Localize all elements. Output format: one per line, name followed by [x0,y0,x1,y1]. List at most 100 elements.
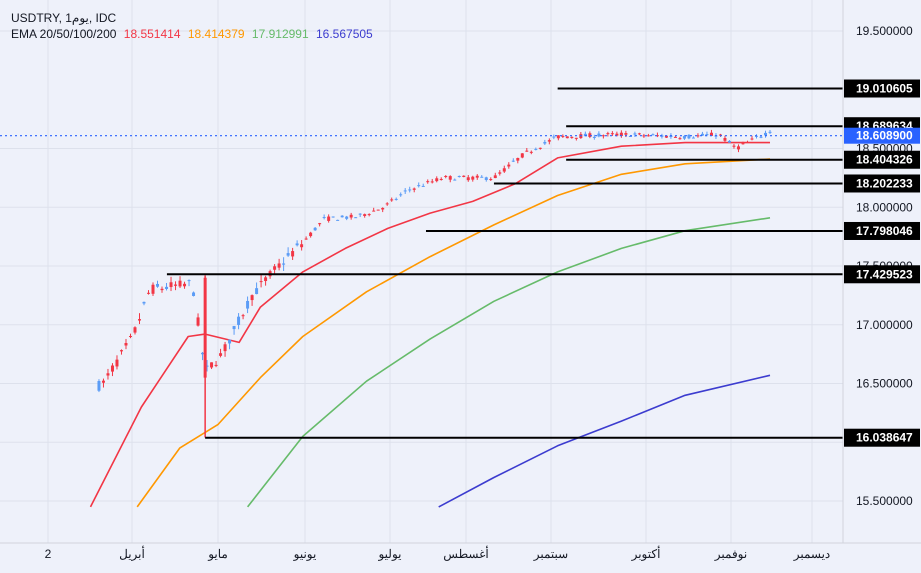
candle-body [264,277,268,282]
candle-body [475,175,479,178]
candle-body [444,176,448,178]
time-axis[interactable] [0,543,921,568]
candle-body [565,136,569,139]
candle-body [606,133,610,135]
candle-body [484,177,488,181]
candle-body [507,164,511,167]
candle-body [750,138,754,140]
candle-body [160,288,164,291]
candle-body [583,133,587,137]
x-axis-ticks: 2 أبريل مايو يونيو يوليو أغسطس سبتمبر أكتوبر نوف… [45,546,831,561]
candle-body [759,136,763,138]
candle-body [727,140,731,143]
level-label-box [844,150,920,169]
candle-body [457,176,461,178]
ema-100-value: 17.912991 [251,27,309,41]
level-label-text: 16.038647 [856,431,913,445]
candle-body [732,145,736,147]
candle-body [219,353,223,356]
x-tick-label: ديسمبر [793,547,831,561]
candle-body [588,133,592,137]
candle-body [687,134,691,139]
candle-body [403,190,407,192]
candle-body [651,134,655,136]
candle-body [570,136,574,138]
candle-body [273,266,277,270]
candle-body [592,136,596,138]
ema-line-ema-20 [89,141,770,508]
candle-body [471,176,475,180]
x-tick-label: أكتوبر [631,546,661,561]
candle-body [426,181,430,183]
candle-body [574,137,578,139]
candle-body [498,172,502,174]
candle-body [633,133,637,135]
level-label-box [844,265,920,284]
candle-body [516,157,520,161]
candle-body [502,168,506,172]
candle-body [106,373,110,376]
ema-line-ema-100 [246,217,771,508]
candle-body [547,140,551,142]
symbol-line[interactable]: USDTRY, 1يوم, IDC [11,11,117,25]
candle-body [372,210,376,212]
candle-body [610,133,614,135]
candle-body [705,134,709,136]
candle-body [642,135,646,137]
level-label-box [844,79,920,98]
candle-body [381,207,385,210]
candle-body [147,292,151,294]
candle-body [101,380,105,383]
candle-body [228,339,232,344]
candle-body [628,135,632,137]
candle-body [124,343,128,346]
candle-body [205,365,209,367]
candle-body [223,344,227,352]
y-tick-label: 18.000000 [856,200,913,214]
candle-body [327,216,331,221]
candle-body [421,185,425,187]
candle-body [646,135,650,137]
candle-body [655,135,659,137]
candle-body [394,198,398,200]
candle-body [178,280,182,287]
level-label-text: 17.429523 [856,267,913,281]
candle-body [110,365,114,372]
ema-label: EMA 20/50/100/200 [11,27,117,41]
candle-body [165,286,169,289]
candle-body [412,188,416,190]
candle-body [543,141,547,144]
ema-20-value: 18.551414 [123,27,181,41]
candle-body [385,203,389,205]
candle-body [624,133,628,135]
candle-body [313,227,317,231]
candle-body [358,213,362,215]
candle-body [97,381,101,391]
candle-body [534,148,538,150]
candle-body [322,217,326,219]
ema-legend-row[interactable]: EMA 20/50/100/200 18.551414 18.414379 17… [11,26,377,42]
candle-body [156,283,160,287]
candle-body [664,135,668,138]
candle-body [696,135,700,137]
candle-body [736,146,740,150]
candle-body [493,175,497,179]
candle-body [480,176,484,178]
candle-body [399,194,403,196]
candle-body [529,151,533,153]
candle-body [187,280,191,282]
candle-body [439,178,443,180]
x-tick-label: أبريل [119,546,145,561]
candle-body [723,138,727,141]
level-label-text: 18.202233 [856,176,913,190]
candle-body [448,176,452,180]
candle-body [745,141,749,143]
candle-body [453,179,457,181]
candle-body [520,153,524,158]
candle-body [376,209,380,211]
candle-body [700,133,704,136]
candle-body [682,136,686,139]
candle-body [556,135,560,139]
candle-body [128,336,132,338]
